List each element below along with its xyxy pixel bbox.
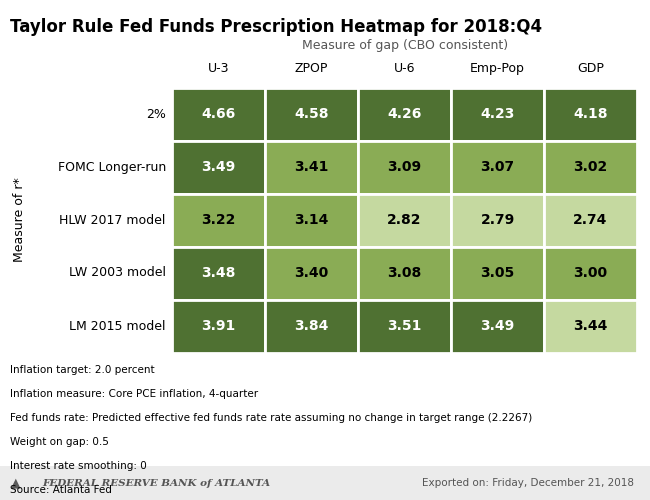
Bar [544,88,637,141]
Text: 4.58: 4.58 [294,107,329,121]
Text: LW 2003 model: LW 2003 model [69,266,166,280]
Text: 4.26: 4.26 [387,107,422,121]
Text: ZPOP: ZPOP [295,62,328,75]
Bar [265,194,358,246]
Text: 3.44: 3.44 [573,319,608,333]
Text: Weight on gap: 0.5: Weight on gap: 0.5 [10,437,109,447]
Bar [451,88,544,141]
Bar [544,194,637,246]
Bar [172,88,265,141]
Text: 2%: 2% [146,108,166,120]
Text: ▲: ▲ [12,476,21,490]
Text: Inflation measure: Core PCE inflation, 4-quarter: Inflation measure: Core PCE inflation, 4… [10,389,258,399]
Text: 3.08: 3.08 [387,266,422,280]
Text: 3.51: 3.51 [387,319,422,333]
Text: 3.84: 3.84 [294,319,329,333]
Text: 3.05: 3.05 [480,266,515,280]
Bar [544,246,637,300]
Text: 3.91: 3.91 [202,319,236,333]
Text: 3.40: 3.40 [294,266,329,280]
Bar [451,246,544,300]
Bar [544,300,637,352]
Bar [358,194,451,246]
Bar [172,300,265,352]
Text: 4.66: 4.66 [202,107,236,121]
Text: Source: Atlanta Fed: Source: Atlanta Fed [10,485,112,495]
Text: 3.41: 3.41 [294,160,329,174]
Text: 3.49: 3.49 [202,160,236,174]
Text: Interest rate smoothing: 0: Interest rate smoothing: 0 [10,461,146,471]
Text: Measure of gap (CBO consistent): Measure of gap (CBO consistent) [302,38,508,52]
Bar [265,246,358,300]
Bar [265,88,358,141]
Text: 4.18: 4.18 [573,107,608,121]
Text: 3.00: 3.00 [573,266,608,280]
Text: 2.82: 2.82 [387,213,422,227]
Text: FOMC Longer-run: FOMC Longer-run [57,160,166,173]
Text: Inflation target: 2.0 percent: Inflation target: 2.0 percent [10,365,155,375]
Bar [451,300,544,352]
Text: FEDERAL RESERVE BANK of ATLANTA: FEDERAL RESERVE BANK of ATLANTA [42,478,270,488]
Bar [358,246,451,300]
Bar [265,300,358,352]
Bar [544,140,637,194]
Text: 4.23: 4.23 [480,107,515,121]
Bar [451,194,544,246]
Text: 3.02: 3.02 [573,160,608,174]
Text: GDP: GDP [577,62,604,75]
Text: 3.09: 3.09 [387,160,422,174]
Bar [358,300,451,352]
Bar [451,140,544,194]
Text: Emp-Pop: Emp-Pop [470,62,525,75]
Text: U-3: U-3 [208,62,229,75]
Text: 3.14: 3.14 [294,213,329,227]
Text: Measure of r*: Measure of r* [13,178,26,262]
Text: Exported on: Friday, December 21, 2018: Exported on: Friday, December 21, 2018 [422,478,634,488]
Text: 3.49: 3.49 [480,319,515,333]
Bar [172,140,265,194]
Text: U-6: U-6 [394,62,415,75]
Text: Taylor Rule Fed Funds Prescription Heatmap for 2018:Q4: Taylor Rule Fed Funds Prescription Heatm… [10,18,542,36]
Text: 3.07: 3.07 [480,160,515,174]
Text: 2.74: 2.74 [573,213,608,227]
Bar [358,140,451,194]
Bar [172,246,265,300]
Text: Fed funds rate: Predicted effective fed funds rate rate assuming no change in ta: Fed funds rate: Predicted effective fed … [10,413,532,423]
Bar [358,88,451,141]
Text: 3.48: 3.48 [202,266,236,280]
Bar [172,194,265,246]
Text: 3.22: 3.22 [202,213,236,227]
Text: LM 2015 model: LM 2015 model [70,320,166,332]
Text: HLW 2017 model: HLW 2017 model [59,214,166,226]
Bar [265,140,358,194]
Text: 2.79: 2.79 [480,213,515,227]
